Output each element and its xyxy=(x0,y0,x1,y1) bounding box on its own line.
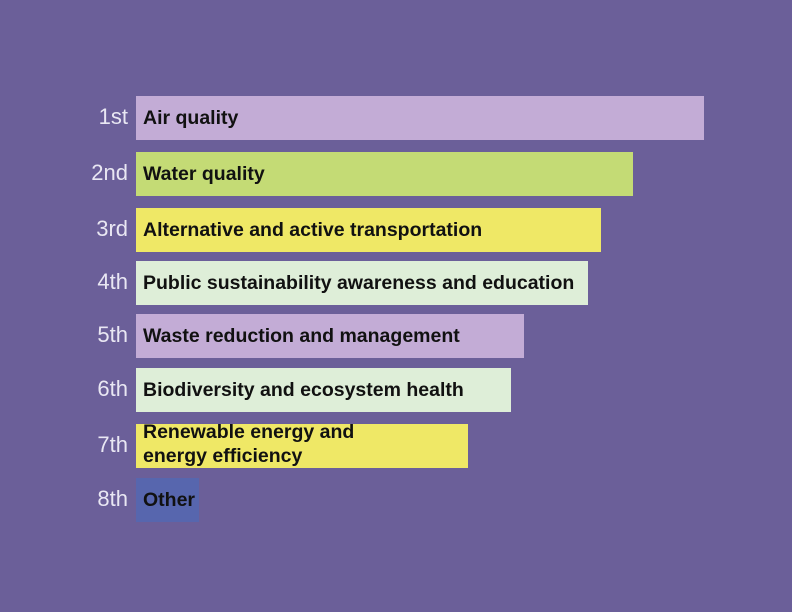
bar-8 xyxy=(136,478,199,522)
bar-label-2: Water quality xyxy=(143,163,265,185)
bar-label-8: Other xyxy=(143,489,196,511)
bar-7 xyxy=(136,424,469,468)
bar-4 xyxy=(136,261,589,305)
bar-label-7-line-1: Renewable energy and xyxy=(143,421,355,443)
bar-label-1: Air quality xyxy=(143,107,239,129)
bar-label-3: Alternative and active transportation xyxy=(143,219,483,241)
rank-label-6: 6th xyxy=(97,376,128,401)
bar-2 xyxy=(136,152,633,196)
rank-label-4: 4th xyxy=(97,269,128,294)
bar-6 xyxy=(136,368,511,412)
rank-label-1: 1st xyxy=(98,104,128,129)
bar-3 xyxy=(136,208,602,252)
bar-label-7-line-2: energy efficiency xyxy=(143,445,303,467)
rank-label-8: 8th xyxy=(97,486,128,511)
rank-label-2: 2nd xyxy=(91,160,128,185)
rank-label-5: 5th xyxy=(97,322,128,347)
bar-1 xyxy=(136,96,704,140)
bar-label-6: Biodiversity and ecosystem health xyxy=(143,379,464,401)
bar-label-5: Waste reduction and management xyxy=(143,325,460,347)
rank-label-7: 7th xyxy=(97,432,128,457)
rank-label-3: 3rd xyxy=(96,216,128,241)
bar-5 xyxy=(136,314,524,358)
bar-label-4: Public sustainability awareness and educ… xyxy=(143,272,575,294)
